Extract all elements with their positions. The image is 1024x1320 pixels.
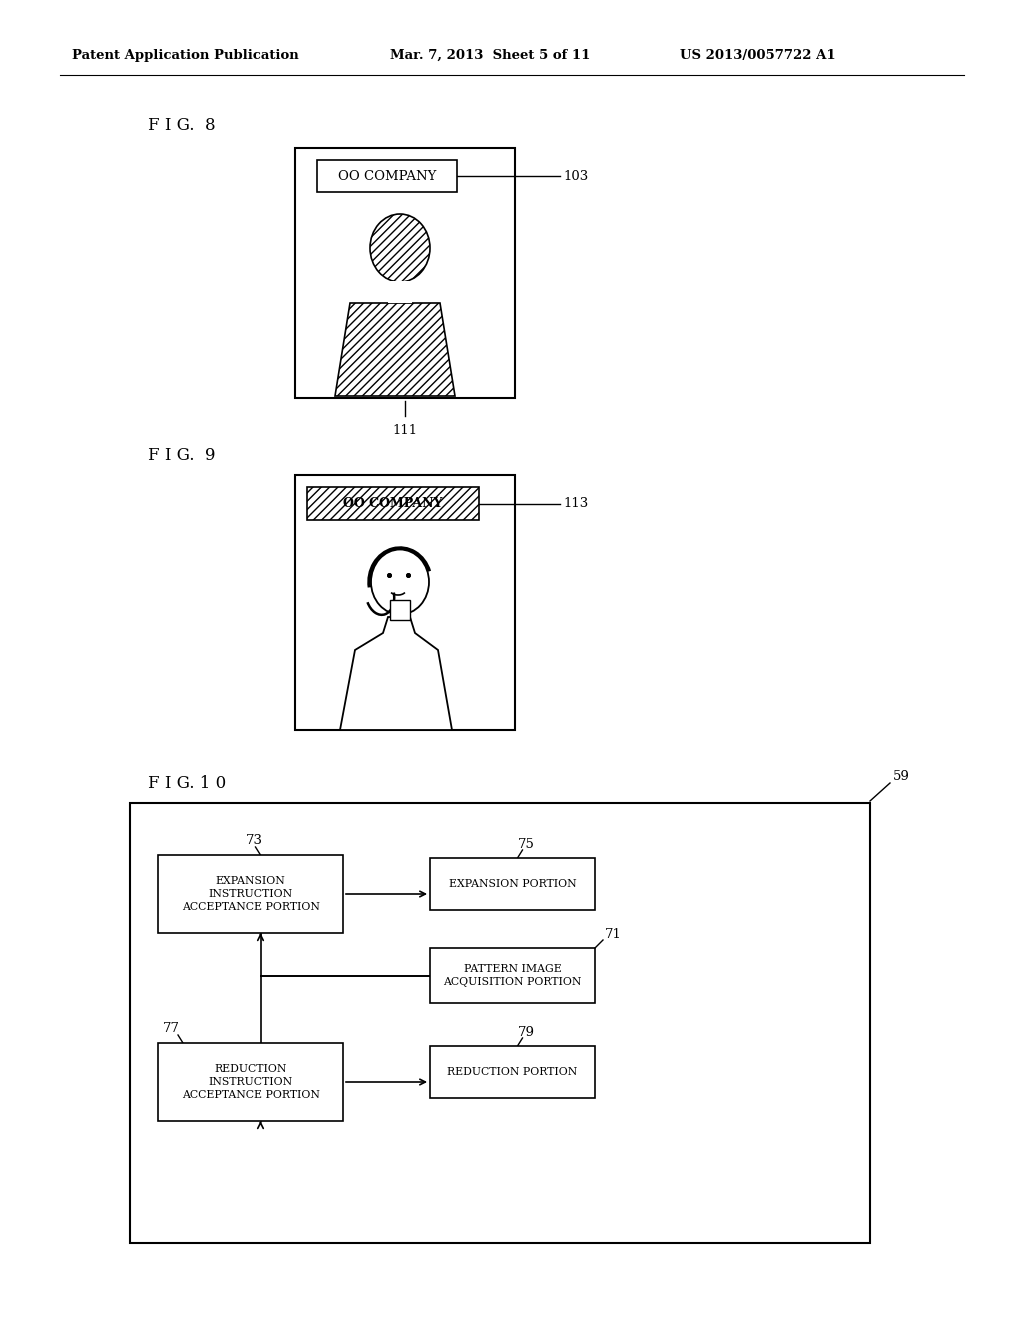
Bar <box>430 948 595 1003</box>
Text: F I G.  9: F I G. 9 <box>148 446 215 463</box>
Text: 113: 113 <box>563 498 588 510</box>
Text: US 2013/0057722 A1: US 2013/0057722 A1 <box>680 49 836 62</box>
Text: 77: 77 <box>163 1023 180 1035</box>
Bar <box>295 148 515 399</box>
Text: Patent Application Publication: Patent Application Publication <box>72 49 299 62</box>
Text: Mar. 7, 2013  Sheet 5 of 11: Mar. 7, 2013 Sheet 5 of 11 <box>390 49 591 62</box>
Text: 79: 79 <box>517 1026 535 1039</box>
Text: 75: 75 <box>517 837 535 850</box>
Bar <box>130 803 870 1243</box>
Text: REDUCTION PORTION: REDUCTION PORTION <box>447 1067 578 1077</box>
Text: PATTERN IMAGE
ACQUISITION PORTION: PATTERN IMAGE ACQUISITION PORTION <box>443 964 582 987</box>
Text: 59: 59 <box>893 770 910 783</box>
Bar <box>430 858 595 909</box>
Text: REDUCTION
INSTRUCTION
ACCEPTANCE PORTION: REDUCTION INSTRUCTION ACCEPTANCE PORTION <box>181 1064 319 1100</box>
Bar <box>390 601 410 620</box>
Text: EXPANSION
INSTRUCTION
ACCEPTANCE PORTION: EXPANSION INSTRUCTION ACCEPTANCE PORTION <box>181 876 319 912</box>
Polygon shape <box>340 616 452 730</box>
Bar <box>430 1045 595 1098</box>
Bar <box>307 487 479 520</box>
Text: 103: 103 <box>563 169 588 182</box>
Text: OO COMPANY: OO COMPANY <box>343 498 442 510</box>
Ellipse shape <box>371 549 429 615</box>
Bar <box>295 475 515 730</box>
Text: 73: 73 <box>246 834 262 847</box>
Bar <box>317 160 457 191</box>
Text: 71: 71 <box>605 928 622 940</box>
Text: F I G. 1 0: F I G. 1 0 <box>148 775 226 792</box>
Text: 111: 111 <box>392 425 418 437</box>
Bar <box>158 855 343 933</box>
Text: F I G.  8: F I G. 8 <box>148 116 216 133</box>
Bar <box>388 281 412 304</box>
Bar <box>158 1043 343 1121</box>
Text: OO COMPANY: OO COMPANY <box>338 169 436 182</box>
Text: EXPANSION PORTION: EXPANSION PORTION <box>449 879 577 888</box>
